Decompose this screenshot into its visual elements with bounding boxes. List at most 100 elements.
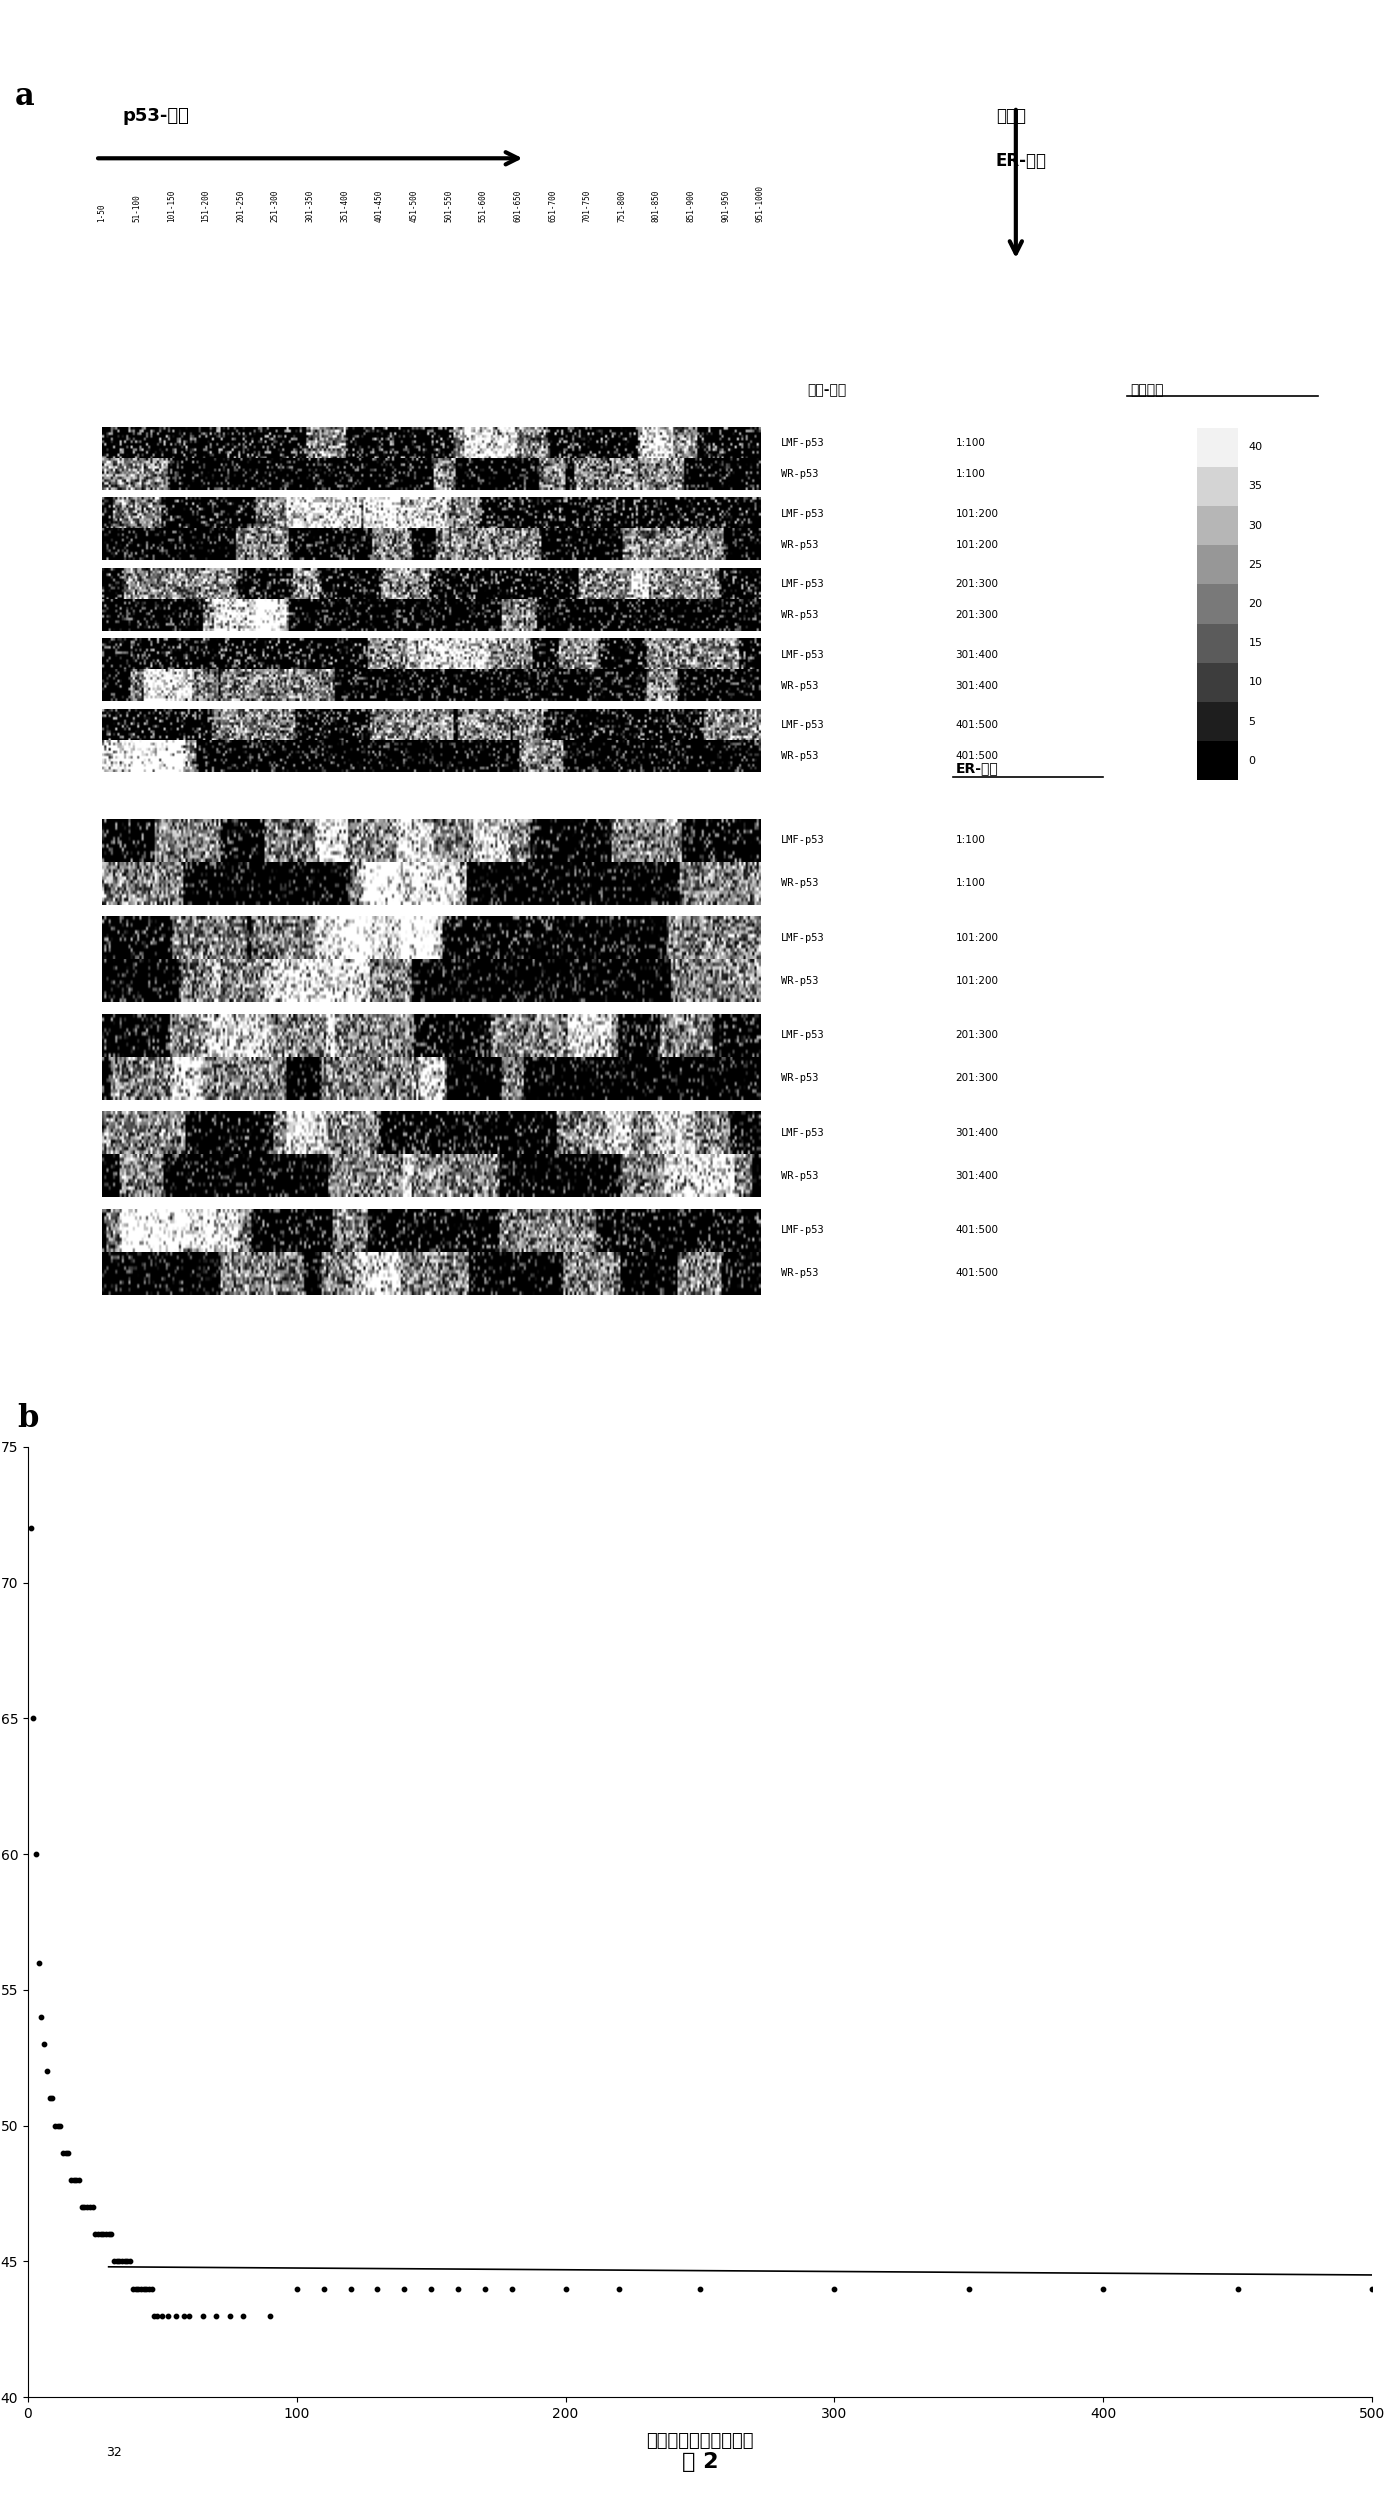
Text: WR-p53: WR-p53 — [781, 1171, 818, 1181]
Text: 201:300: 201:300 — [955, 579, 998, 589]
Text: 401:500: 401:500 — [955, 719, 998, 732]
Text: LMF-p53: LMF-p53 — [781, 509, 825, 519]
Text: 701-750: 701-750 — [582, 190, 592, 222]
Text: WR-p53: WR-p53 — [781, 469, 818, 479]
Point — [1092, 2270, 1114, 2310]
Text: LMF-p53: LMF-p53 — [781, 649, 825, 659]
Text: 20: 20 — [1249, 599, 1263, 609]
Bar — [1197, 467, 1238, 507]
Point — [122, 2270, 144, 2310]
Text: LMF-p53: LMF-p53 — [781, 1031, 825, 1041]
Text: b: b — [17, 1403, 38, 1433]
Text: LMF-p53: LMF-p53 — [781, 719, 825, 732]
Point — [133, 2270, 155, 2310]
Text: 1:100: 1:100 — [955, 879, 986, 889]
Point — [554, 2270, 577, 2310]
Point — [43, 2105, 66, 2145]
Text: ER-排列: ER-排列 — [995, 152, 1047, 170]
Point — [420, 2270, 442, 2310]
X-axis label: 用于分类器的基因数目: 用于分类器的基因数目 — [647, 2432, 753, 2450]
Point — [57, 2132, 80, 2172]
Bar — [1197, 662, 1238, 702]
Point — [95, 2215, 118, 2255]
Text: 301:400: 301:400 — [955, 1171, 998, 1181]
Text: 801-850: 801-850 — [652, 190, 661, 222]
Point — [49, 2105, 71, 2145]
Text: 101:200: 101:200 — [955, 509, 998, 519]
Point — [157, 2295, 179, 2335]
Point — [151, 2295, 174, 2335]
Text: LMF-p53: LMF-p53 — [781, 836, 825, 846]
Text: 401-450: 401-450 — [375, 190, 384, 222]
Text: 5: 5 — [1249, 717, 1256, 727]
Point — [232, 2295, 255, 2335]
Point — [367, 2270, 389, 2310]
Text: 等级和: 等级和 — [995, 107, 1026, 125]
Text: 301:400: 301:400 — [955, 649, 998, 659]
Point — [84, 2215, 106, 2255]
Bar — [1197, 584, 1238, 624]
Text: 101:200: 101:200 — [955, 976, 998, 986]
Text: 201:300: 201:300 — [955, 609, 998, 619]
Point — [473, 2270, 496, 2310]
Text: 40: 40 — [1249, 442, 1263, 452]
Point — [172, 2295, 195, 2335]
Text: 1:100: 1:100 — [955, 469, 986, 479]
Text: 101:200: 101:200 — [955, 934, 998, 944]
Text: 551-600: 551-600 — [479, 190, 487, 222]
Text: WR-p53: WR-p53 — [781, 682, 818, 692]
Point — [38, 2078, 60, 2117]
Point — [130, 2270, 153, 2310]
Point — [339, 2270, 361, 2310]
Point — [140, 2270, 162, 2310]
Text: 251-300: 251-300 — [270, 190, 280, 222]
Text: 35: 35 — [1249, 482, 1263, 492]
Point — [63, 2160, 85, 2200]
Point — [218, 2295, 241, 2335]
Point — [143, 2295, 165, 2335]
Point — [393, 2270, 416, 2310]
Text: LMF-p53: LMF-p53 — [781, 437, 825, 447]
Point — [116, 2242, 139, 2282]
Point — [146, 2295, 168, 2335]
Text: 951-1000: 951-1000 — [756, 185, 764, 222]
Text: 151-200: 151-200 — [202, 190, 210, 222]
Text: 101-150: 101-150 — [167, 190, 176, 222]
Text: 图 2: 图 2 — [682, 2452, 718, 2472]
Point — [102, 2242, 125, 2282]
Text: 51-100: 51-100 — [132, 195, 141, 222]
Text: 301:400: 301:400 — [955, 682, 998, 692]
Text: WR-p53: WR-p53 — [781, 609, 818, 619]
Text: 201:300: 201:300 — [955, 1074, 998, 1084]
Point — [28, 1943, 50, 1983]
Point — [34, 2025, 56, 2065]
Text: LMF-p53: LMF-p53 — [781, 1129, 825, 1139]
Point — [66, 2160, 88, 2200]
Text: 401:500: 401:500 — [955, 1226, 998, 1236]
Bar — [1197, 624, 1238, 662]
Point — [105, 2242, 127, 2282]
Point — [286, 2270, 308, 2310]
Text: 651-700: 651-700 — [547, 190, 557, 222]
Point — [35, 2053, 57, 2092]
Text: WR-p53: WR-p53 — [781, 752, 818, 762]
Text: 1:100: 1:100 — [955, 836, 986, 846]
Text: 10: 10 — [1249, 677, 1263, 687]
Bar — [1197, 742, 1238, 782]
Point — [55, 2132, 77, 2172]
Point — [447, 2270, 469, 2310]
Text: LMF-p53: LMF-p53 — [781, 579, 825, 589]
Text: 30: 30 — [1249, 522, 1263, 532]
Text: 401:500: 401:500 — [955, 752, 998, 762]
Point — [111, 2242, 133, 2282]
Text: 基因数目: 基因数目 — [1130, 382, 1163, 397]
Point — [22, 1698, 45, 1738]
Point — [134, 2270, 157, 2310]
Text: 751-800: 751-800 — [617, 190, 626, 222]
Point — [81, 2187, 104, 2227]
Text: 25: 25 — [1249, 559, 1263, 569]
Point — [113, 2242, 136, 2282]
Text: 0: 0 — [1249, 757, 1256, 767]
Text: 351-400: 351-400 — [340, 190, 349, 222]
Point — [127, 2270, 150, 2310]
